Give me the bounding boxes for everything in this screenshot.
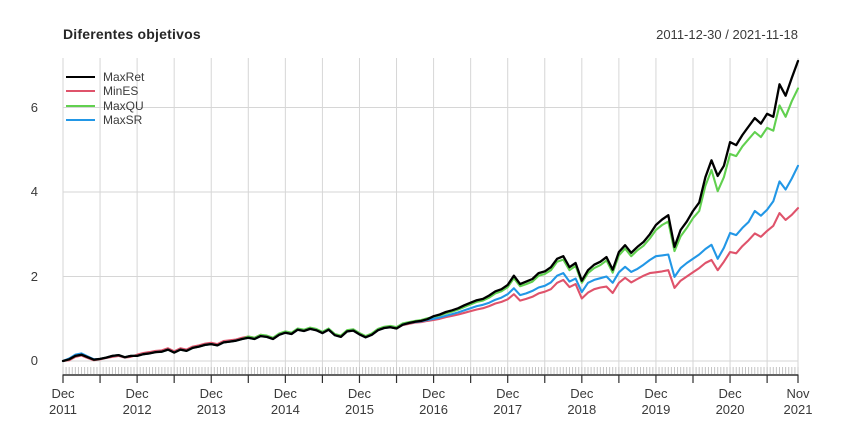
legend-line-swatch-mines (66, 90, 95, 93)
legend: MaxRet MinES MaxQU MaxSR (66, 70, 144, 127)
x-tick-label: Dec 2011 (49, 386, 77, 417)
x-tick-label: Dec 2014 (270, 386, 300, 417)
x-tick-label: Dec 2015 (345, 386, 374, 417)
series-line-mines (61, 207, 800, 363)
legend-line-swatch-maxsr (66, 119, 95, 122)
x-tick-label: Nov 2021 (783, 386, 813, 417)
horizontal-gridlines (63, 107, 798, 362)
legend-label-maxqu: MaxQU (103, 98, 144, 113)
x-tick-label: Dec 2016 (419, 386, 449, 417)
legend-item-maxsr: MaxSR (66, 113, 144, 127)
legend-item-mines: MinES (66, 84, 144, 98)
vertical-gridlines (62, 58, 799, 375)
y-tick-label: 4 (30, 184, 38, 199)
x-tick-label: Dec 2020 (715, 386, 745, 417)
x-tick-label: Dec 2019 (641, 386, 671, 417)
series-lines (61, 59, 800, 363)
series-line-maxsr (61, 164, 800, 363)
x-axis-minor-ticks (62, 367, 799, 374)
y-tick-label: 0 (30, 353, 38, 368)
x-tick-label: Dec 2012 (122, 386, 152, 417)
series-line-maxret (61, 59, 800, 363)
y-tick-label: 6 (30, 99, 38, 115)
legend-label-maxret: MaxRet (103, 70, 145, 85)
legend-item-maxqu: MaxQU (66, 99, 144, 113)
x-tick-label: Dec 2017 (493, 386, 523, 417)
legend-label-mines: MinES (103, 84, 139, 99)
legend-item-maxret: MaxRet (66, 70, 144, 84)
y-tick-label: 2 (30, 268, 38, 284)
chart-title: Diferentes objetivos (63, 26, 201, 42)
x-tick-label: Dec 2013 (196, 386, 226, 417)
x-axis-major-ticks (62, 375, 799, 383)
x-tick-label: Dec 2018 (567, 386, 597, 417)
date-range-label: 2011-12-30 / 2021-11-18 (656, 27, 798, 42)
legend-line-swatch-maxret (66, 76, 95, 79)
legend-label-maxsr: MaxSR (103, 113, 143, 128)
legend-line-swatch-maxqu (66, 104, 95, 107)
